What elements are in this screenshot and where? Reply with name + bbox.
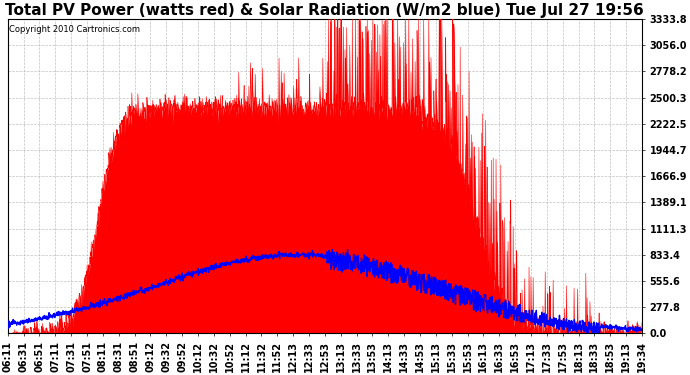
Text: Copyright 2010 Cartronics.com: Copyright 2010 Cartronics.com	[9, 25, 140, 34]
Title: Total PV Power (watts red) & Solar Radiation (W/m2 blue) Tue Jul 27 19:56: Total PV Power (watts red) & Solar Radia…	[6, 3, 644, 18]
